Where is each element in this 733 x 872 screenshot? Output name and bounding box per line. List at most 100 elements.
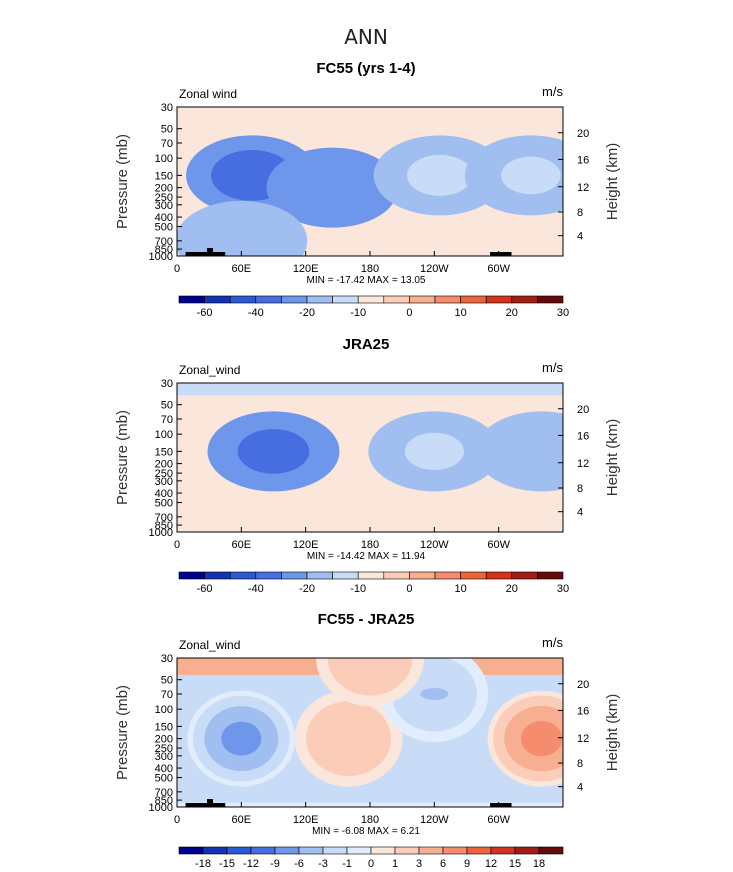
y-tick-label: 150	[155, 446, 173, 458]
y-tick-label: 400	[155, 763, 173, 775]
colorbar-label: 20	[506, 583, 518, 595]
y-tick-label: 100	[155, 153, 173, 165]
y-tick-label: 1000	[149, 251, 173, 263]
colorbar-label: 0	[406, 307, 412, 319]
x-tick-label: 120W	[420, 263, 449, 275]
field-band	[177, 383, 563, 396]
y-tick-label: 50	[161, 400, 173, 412]
y-tick-label: 250	[155, 743, 173, 755]
height-tick-label: 8	[577, 207, 583, 219]
x-tick-label: 180	[361, 814, 379, 826]
colorbar-swatch	[409, 295, 436, 304]
colorbar-swatch	[485, 295, 513, 304]
contour-core	[527, 732, 556, 745]
min-max-text: MIN = -14.42 MAX = 11.94	[307, 551, 426, 562]
colorbar-swatch	[370, 846, 396, 855]
colorbar-swatch	[255, 295, 282, 304]
y-tick-label: 300	[155, 476, 173, 488]
panel-1: FC55 (yrs 1-4)Zonal wind m/s3050701001502…	[114, 60, 621, 319]
colorbar-swatch	[538, 846, 564, 855]
x-tick-label: 60E	[232, 263, 252, 275]
height-tick-label: 20	[577, 679, 589, 691]
y-tick-label: 250	[155, 468, 173, 480]
y-axis-label-right: Height (km)	[604, 694, 621, 772]
colorbar-swatch	[204, 295, 231, 304]
x-tick-label: 180	[361, 539, 379, 551]
colorbar-swatch	[460, 295, 487, 304]
x-tick-label: 0	[174, 814, 180, 826]
contour-core	[227, 234, 256, 247]
colorbar-swatch	[511, 571, 538, 580]
colorbar-label: 10	[454, 307, 466, 319]
colorbar-label: 0	[368, 858, 374, 870]
y-tick-label: 700	[155, 236, 173, 248]
colorbar-label: -20	[299, 583, 315, 595]
y-tick-label: 300	[155, 200, 173, 212]
colorbar-swatch	[409, 571, 436, 580]
colorbar-swatch	[306, 295, 333, 304]
contour-region	[327, 658, 413, 696]
x-tick-label: 120W	[420, 814, 449, 826]
height-tick-label: 8	[577, 758, 583, 770]
y-tick-label: 70	[161, 689, 173, 701]
colorbar-swatch	[346, 846, 372, 855]
y-tick-label: 30	[161, 378, 173, 390]
colorbar-label: 15	[509, 858, 521, 870]
y-tick-label: 1000	[149, 802, 173, 814]
y-tick-label: 500	[155, 222, 173, 234]
y-tick-label: 50	[161, 675, 173, 687]
y-tick-label: 200	[155, 183, 173, 195]
contour-core	[227, 732, 256, 745]
colorbar-swatch	[322, 846, 348, 855]
contour-region	[177, 200, 308, 256]
contour-field	[177, 107, 563, 256]
topography	[490, 252, 512, 256]
colorbar-swatch	[250, 846, 276, 855]
min-max-text: MIN = -6.08 MAX = 6.21	[312, 826, 420, 837]
height-tick-label: 12	[577, 733, 589, 745]
colorbar-swatch	[383, 571, 410, 580]
height-tick-label: 4	[577, 782, 583, 794]
panels: FC55 (yrs 1-4)Zonal wind m/s3050701001502…	[114, 60, 621, 870]
contour-core	[356, 658, 384, 664]
colorbar-label: -60	[197, 307, 213, 319]
colorbar-swatch	[460, 571, 487, 580]
colorbar-swatch	[229, 295, 257, 304]
y-tick-label: 200	[155, 734, 173, 746]
units-label: m/s	[542, 360, 563, 375]
colorbar-label: 20	[506, 307, 518, 319]
colorbar-swatch	[442, 846, 468, 855]
colorbar-label: -10	[350, 583, 366, 595]
colorbar-swatch	[357, 295, 385, 304]
colorbar-swatch	[332, 571, 359, 580]
y-axis-label: Pressure (mb)	[114, 134, 131, 229]
variable-label: Zonal wind	[179, 87, 237, 101]
y-tick-label: 100	[155, 704, 173, 716]
x-tick-label: 120E	[293, 263, 319, 275]
height-tick-label: 16	[577, 705, 589, 717]
colorbar-swatch	[418, 846, 444, 855]
colorbar-swatch	[306, 571, 333, 580]
colorbar-label: 30	[557, 307, 569, 319]
colorbar-label: -1	[342, 858, 352, 870]
height-tick-label: 12	[577, 182, 589, 194]
y-axis-label-right: Height (km)	[604, 419, 621, 497]
y-tick-label: 150	[155, 721, 173, 733]
contour-field	[177, 658, 563, 807]
contour-region	[475, 411, 563, 492]
height-tick-label: 20	[577, 404, 589, 416]
colorbar-label: -40	[248, 307, 264, 319]
x-tick-label: 60E	[232, 814, 252, 826]
x-tick-label: 120W	[420, 539, 449, 551]
x-tick-label: 60W	[487, 263, 510, 275]
colorbar-swatch	[178, 295, 205, 304]
y-tick-label: 200	[155, 459, 173, 471]
page-title: ANN	[344, 25, 388, 49]
panel-title: FC55 - JRA25	[318, 611, 415, 628]
height-tick-label: 8	[577, 483, 583, 495]
variable-label: Zonal_wind	[179, 363, 240, 377]
colorbar-label: -6	[294, 858, 304, 870]
